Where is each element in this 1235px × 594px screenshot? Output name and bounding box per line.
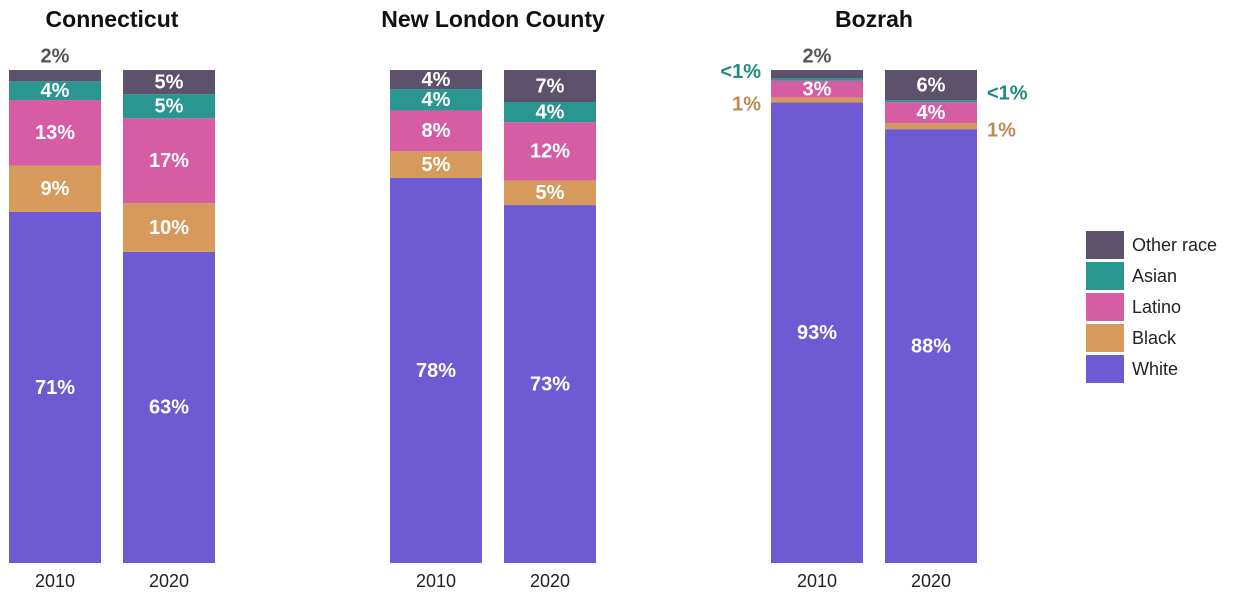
value-label: 73% (530, 373, 570, 395)
value-label: 4% (422, 69, 451, 91)
bar-segment (771, 78, 863, 81)
panel-title: New London County (381, 6, 605, 32)
bar-segment (123, 118, 215, 204)
value-label: 5% (155, 71, 184, 93)
value-label: 6% (917, 74, 946, 96)
bar-segment (885, 129, 977, 563)
value-label: 8% (422, 120, 451, 142)
value-label: 63% (149, 397, 189, 419)
bar-segment (885, 102, 977, 124)
value-label: 93% (797, 322, 837, 344)
legend-label: White (1132, 359, 1178, 379)
bar-segment (9, 100, 101, 166)
legend-label: Asian (1132, 266, 1177, 286)
value-label: 4% (917, 102, 946, 124)
bar-segment (771, 102, 863, 564)
value-label: 3% (803, 79, 832, 101)
legend-swatch (1086, 355, 1124, 383)
value-label: 71% (35, 377, 75, 399)
bar-segment (771, 70, 863, 79)
value-label: 2% (803, 45, 832, 67)
bar-segment (504, 70, 596, 103)
value-label: 12% (530, 141, 570, 163)
legend-swatch (1086, 262, 1124, 290)
value-label: 4% (536, 101, 565, 123)
bar-segment (123, 251, 215, 564)
bar-segment (123, 70, 215, 95)
bar-segment (771, 97, 863, 103)
bar-segment (9, 70, 101, 82)
value-label: 1% (732, 93, 761, 115)
legend-swatch (1086, 324, 1124, 352)
value-label: 1% (987, 119, 1016, 141)
bar-segment (9, 211, 101, 563)
bar-segment (390, 151, 482, 178)
bar-segment (771, 80, 863, 98)
value-label: 17% (149, 150, 189, 172)
bar-segment (9, 81, 101, 101)
bar-segment (390, 89, 482, 111)
x-tick-label: 2010 (797, 571, 837, 591)
value-label: <1% (720, 61, 761, 83)
legend-swatch (1086, 293, 1124, 321)
value-label: 5% (422, 154, 451, 176)
panel-title: Bozrah (835, 6, 913, 32)
legend-label: Latino (1132, 297, 1181, 317)
bar-segment (123, 203, 215, 252)
bar-segment (123, 94, 215, 119)
value-label: 4% (41, 80, 70, 102)
bar-segment (504, 205, 596, 563)
bar-segment (504, 122, 596, 181)
value-label: 78% (416, 360, 456, 382)
value-label: 13% (35, 122, 75, 144)
bar-segment (504, 180, 596, 206)
bar-segment (9, 165, 101, 212)
x-tick-label: 2020 (530, 571, 570, 591)
legend-label: Other race (1132, 235, 1217, 255)
x-tick-label: 2020 (911, 571, 951, 591)
x-tick-label: 2020 (149, 571, 189, 591)
value-label: 10% (149, 217, 189, 239)
x-tick-label: 2010 (35, 571, 75, 591)
value-label: 4% (422, 89, 451, 111)
value-label: <1% (987, 82, 1028, 104)
bar-segment (390, 177, 482, 564)
bar-segment (885, 70, 977, 101)
x-tick-label: 2010 (416, 571, 456, 591)
bar-segment (504, 102, 596, 123)
bar-segment (885, 123, 977, 130)
legend-swatch (1086, 231, 1124, 259)
value-label: 88% (911, 335, 951, 357)
value-label: 7% (536, 75, 565, 97)
legend-label: Black (1132, 328, 1177, 348)
panel-title: Connecticut (46, 6, 179, 32)
value-label: 9% (41, 178, 70, 200)
bar-segment (885, 100, 977, 103)
value-label: 2% (41, 45, 70, 67)
value-label: 5% (155, 96, 184, 118)
bar-segment (390, 110, 482, 152)
value-label: 5% (536, 182, 565, 204)
bar-segment (390, 70, 482, 90)
